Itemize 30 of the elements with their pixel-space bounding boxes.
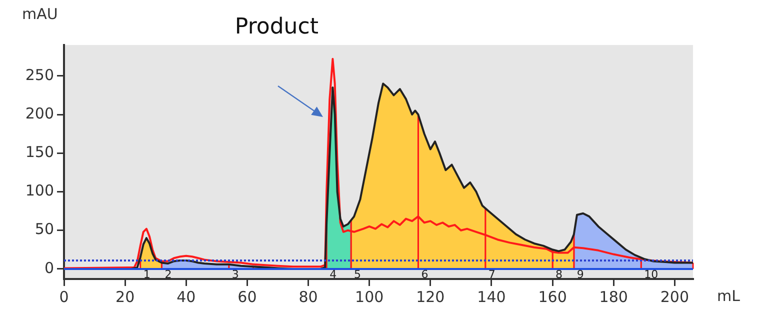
x-tick-label: 40 (176, 288, 196, 306)
series-label: 8 (556, 268, 563, 281)
y-tick-label: 50 (34, 220, 54, 238)
series-label: 4 (330, 268, 337, 281)
y-axis-title: mAU (22, 4, 58, 23)
x-tick-label: 180 (599, 288, 628, 306)
series-label: 6 (421, 268, 428, 281)
x-tick-label: 160 (538, 288, 567, 306)
series-label: 9 (576, 268, 584, 281)
annotation: Product (234, 14, 319, 40)
series-label: 7 (488, 268, 496, 281)
series-label: 3 (232, 268, 239, 281)
x-tick-label: 120 (416, 288, 445, 306)
series-label: 2 (164, 268, 172, 281)
x-axis-title: mL (717, 286, 741, 305)
series-label: 5 (354, 268, 362, 281)
x-tick-label: 200 (660, 288, 689, 306)
x-tick-label: 0 (59, 288, 69, 306)
y-tick-label: 150 (25, 143, 54, 162)
y-tick-label: 200 (25, 104, 54, 122)
series-label: 10 (644, 268, 658, 281)
y-tick-label: 0 (44, 258, 54, 277)
x-tick-label: 60 (238, 288, 257, 306)
y-tick-label: 100 (25, 182, 54, 200)
x-tick-label: 100 (355, 288, 384, 306)
x-tick-label: 20 (116, 288, 135, 306)
x-tick-label: 140 (477, 288, 506, 306)
series-label: 1 (143, 268, 150, 281)
y-tick-label: 250 (25, 66, 54, 84)
x-tick-label: 80 (298, 288, 318, 306)
